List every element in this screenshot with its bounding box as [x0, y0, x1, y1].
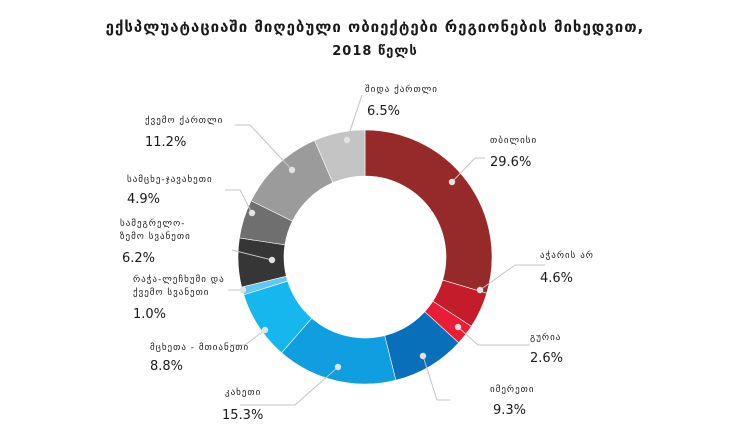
- leader-dot: [261, 326, 269, 334]
- leader-line: [230, 329, 266, 346]
- leader-line: [457, 326, 530, 346]
- leader-line: [231, 249, 273, 261]
- donut-slice: [314, 129, 366, 184]
- leader-dot: [268, 256, 276, 264]
- leader-dot: [239, 286, 247, 294]
- slice-value-label: 2.6%: [530, 351, 563, 366]
- slice-value-label: 6.5%: [367, 104, 400, 119]
- slice-label: გურია: [530, 332, 561, 343]
- leader-line: [225, 189, 253, 214]
- slice-label: კახეთი: [225, 387, 261, 398]
- leader-dot: [476, 286, 484, 294]
- slice-value-label: 9.3%: [493, 403, 526, 418]
- leader-line: [346, 94, 363, 141]
- slice-value-label: 4.6%: [540, 271, 573, 286]
- leader-line: [422, 355, 450, 401]
- leader-line: [479, 264, 545, 291]
- slice-label: ქვემო ქართლი: [145, 115, 223, 126]
- slice-label: სამცხე-ჯავახეთი: [127, 174, 213, 185]
- leader-line: [235, 124, 293, 171]
- slice-value-label: 11.2%: [145, 135, 186, 150]
- leader-dot: [448, 178, 456, 186]
- leader-dot: [248, 209, 256, 217]
- slice-label: მცხეთა - მთიანეთი: [150, 342, 249, 353]
- slice-label: აჭარის არ: [540, 250, 594, 261]
- slice-value-label: 15.3%: [222, 408, 263, 423]
- slice-value-label: 4.9%: [127, 192, 160, 207]
- slice-label: რაჭა-ლეჩხუმი და: [133, 274, 225, 285]
- slice-label: სამეგრელო-: [120, 218, 185, 229]
- slice-value-label: 8.8%: [150, 359, 183, 374]
- slice-label: ქვემო სვანეთი: [133, 287, 209, 298]
- leader-dot: [419, 352, 427, 360]
- donut-slice: [364, 129, 493, 294]
- slice-value-label: 1.0%: [133, 307, 166, 322]
- leader-line: [451, 157, 485, 183]
- slice-label: იმერეთი: [490, 384, 535, 395]
- leader-dot: [334, 363, 342, 371]
- leader-line: [240, 366, 339, 406]
- chart-title: ექსპლუატაციაში მიღებული ობიექტები რეგიონ…: [105, 18, 645, 36]
- leader-dot: [454, 323, 462, 331]
- slice-label: შიდა ქართლი: [365, 84, 438, 95]
- leader-dot: [288, 166, 296, 174]
- slice-value-label: 6.2%: [122, 251, 155, 266]
- slice-value-label: 29.6%: [490, 155, 531, 170]
- chart-subtitle: 2018 წელს: [332, 44, 418, 59]
- slice-label: თბილისი: [490, 135, 537, 146]
- slice-label: ზემო სვანეთი: [120, 231, 191, 242]
- leader-dot: [343, 136, 351, 144]
